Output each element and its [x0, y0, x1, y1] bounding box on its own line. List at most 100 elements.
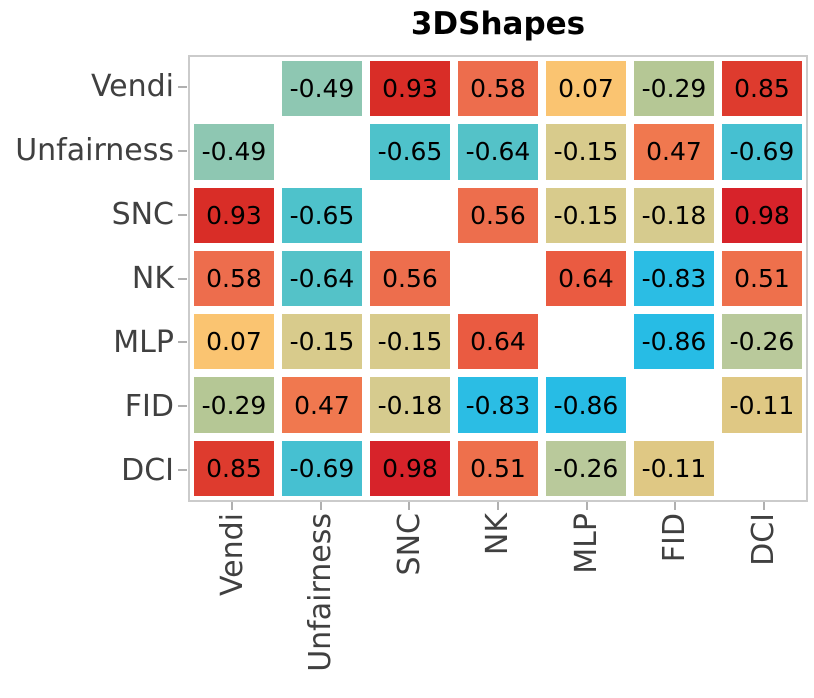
x-tick-mark	[762, 502, 765, 510]
heatmap-cell-value: 0.56	[470, 200, 526, 230]
heatmap-cell-block: -0.69	[722, 124, 802, 180]
heatmap-cell-block: -0.11	[722, 377, 802, 433]
heatmap-cell-value: -0.26	[729, 327, 795, 357]
heatmap-cell-value: -0.15	[553, 200, 619, 230]
heatmap-cell: -0.29	[190, 373, 278, 436]
x-tick-col	[188, 502, 277, 511]
heatmap-cell-value: -0.11	[729, 390, 795, 420]
heatmap-cell-block: -0.15	[370, 314, 450, 370]
x-tick-label-col: MLP	[542, 513, 631, 693]
heatmap-cell: -0.15	[542, 184, 630, 247]
heatmap-cell-block: -0.49	[194, 124, 274, 180]
heatmap-cell-block: 0.47	[282, 377, 362, 433]
heatmap-cell-value: 0.85	[206, 453, 262, 483]
y-tick-mark	[178, 213, 187, 216]
y-tick-mark	[178, 341, 187, 344]
heatmap-cell: -0.26	[542, 437, 630, 500]
heatmap-cell: 0.64	[454, 310, 542, 373]
y-tick-row	[178, 183, 188, 247]
x-tick-label-col: SNC	[365, 513, 454, 693]
heatmap-cell-empty	[718, 437, 806, 500]
y-tick-label-unfairness: Unfairness	[15, 133, 174, 169]
heatmap-cell: -0.15	[366, 310, 454, 373]
heatmap-cell-block: -0.65	[370, 124, 450, 180]
y-tick-label-fid: FID	[124, 388, 174, 424]
heatmap-cell: -0.69	[278, 437, 366, 500]
heatmap-cell: 0.07	[542, 57, 630, 120]
heatmap-cell-value: 0.07	[558, 74, 614, 104]
heatmap-cell: 0.47	[630, 120, 718, 183]
heatmap-cell-block: -0.49	[282, 61, 362, 117]
heatmap-cell-block: 0.93	[370, 61, 450, 117]
heatmap-grid: -0.49 0.93 0.58 0.07 -0.29 0.85 -0.49 -0.65 -0.6…	[190, 57, 806, 500]
heatmap-cell-block: 0.93	[194, 187, 274, 243]
heatmap-cell-block: -0.64	[282, 250, 362, 307]
x-tick-col	[277, 502, 366, 511]
y-tick-mark	[178, 85, 187, 88]
heatmap-cell-value: -0.69	[289, 453, 355, 483]
heatmap-cell-value: -0.86	[553, 390, 619, 420]
heatmap-cell-empty	[542, 310, 630, 373]
heatmap-cell-block: 0.85	[722, 61, 802, 117]
heatmap-cell-value: -0.18	[377, 390, 443, 420]
y-axis-labels: Vendi Unfairness SNC NK MLP FID DCI	[0, 55, 177, 502]
heatmap-cell: -0.69	[718, 120, 806, 183]
heatmap-cell-value: -0.15	[377, 327, 443, 357]
heatmap-cell-value: 0.51	[470, 453, 526, 483]
heatmap-cell: -0.65	[366, 120, 454, 183]
heatmap-cell-empty	[190, 57, 278, 120]
heatmap-cell: -0.29	[630, 57, 718, 120]
heatmap-cell-block: -0.29	[194, 377, 274, 433]
heatmap-cell-block: -0.29	[634, 61, 714, 117]
y-tick-row	[178, 438, 188, 502]
heatmap-cell-value: -0.69	[729, 137, 795, 167]
y-tick-label-snc: SNC	[111, 197, 174, 233]
heatmap-cell: 0.58	[190, 247, 278, 310]
heatmap-cell-block: -0.18	[634, 187, 714, 243]
heatmap-cell-block: -0.83	[458, 377, 538, 433]
heatmap-cell-value: -0.64	[289, 263, 355, 293]
heatmap-cell-block: 0.64	[458, 314, 538, 370]
heatmap-cell-block: 0.64	[546, 250, 626, 307]
x-tick-mark	[497, 502, 500, 510]
heatmap-cell: -0.18	[366, 373, 454, 436]
x-tick-col	[365, 502, 454, 511]
heatmap-cell-value: -0.65	[377, 137, 443, 167]
heatmap-cell-block: -0.15	[546, 187, 626, 243]
x-tick-col	[542, 502, 631, 511]
x-tick-label-col: DCI	[719, 513, 808, 693]
x-tick-mark	[408, 502, 411, 510]
heatmap-cell: -0.15	[542, 120, 630, 183]
heatmap-cell-value: -0.15	[553, 137, 619, 167]
heatmap-cell-block: 0.98	[370, 440, 450, 496]
y-tick-mark	[178, 149, 187, 152]
x-tick-label-col: FID	[631, 513, 720, 693]
heatmap-cell: -0.86	[542, 373, 630, 436]
heatmap-cell-block: 0.07	[194, 314, 274, 370]
heatmap-cell: 0.98	[718, 184, 806, 247]
x-tick-label-col: Vendi	[188, 513, 277, 693]
heatmap-cell-value: -0.65	[289, 200, 355, 230]
heatmap-cell: 0.51	[454, 437, 542, 500]
heatmap-cell-block: 0.51	[458, 440, 538, 496]
heatmap-cell: -0.11	[718, 373, 806, 436]
heatmap-cell: -0.49	[278, 57, 366, 120]
heatmap-cell: 0.98	[366, 437, 454, 500]
x-tick-label-snc: SNC	[391, 513, 427, 576]
heatmap-cell-value: -0.26	[553, 453, 619, 483]
heatmap-cell-value: -0.83	[465, 390, 531, 420]
heatmap-cell: -0.15	[278, 310, 366, 373]
heatmap-cell-value: 0.47	[294, 390, 350, 420]
heatmap-cell-value: -0.29	[641, 74, 707, 104]
heatmap-cell-value: 0.51	[734, 263, 790, 293]
heatmap-cell-block: -0.18	[370, 377, 450, 433]
x-tick-col	[719, 502, 808, 511]
x-tick-mark	[585, 502, 588, 510]
heatmap-cell: 0.51	[718, 247, 806, 310]
heatmap-cell: -0.83	[454, 373, 542, 436]
heatmap-cell: -0.11	[630, 437, 718, 500]
heatmap-cell-block: -0.65	[282, 187, 362, 243]
heatmap-cell-empty	[366, 184, 454, 247]
heatmap-cell-value: 0.58	[206, 263, 262, 293]
y-tick-label-nk: NK	[131, 261, 174, 296]
